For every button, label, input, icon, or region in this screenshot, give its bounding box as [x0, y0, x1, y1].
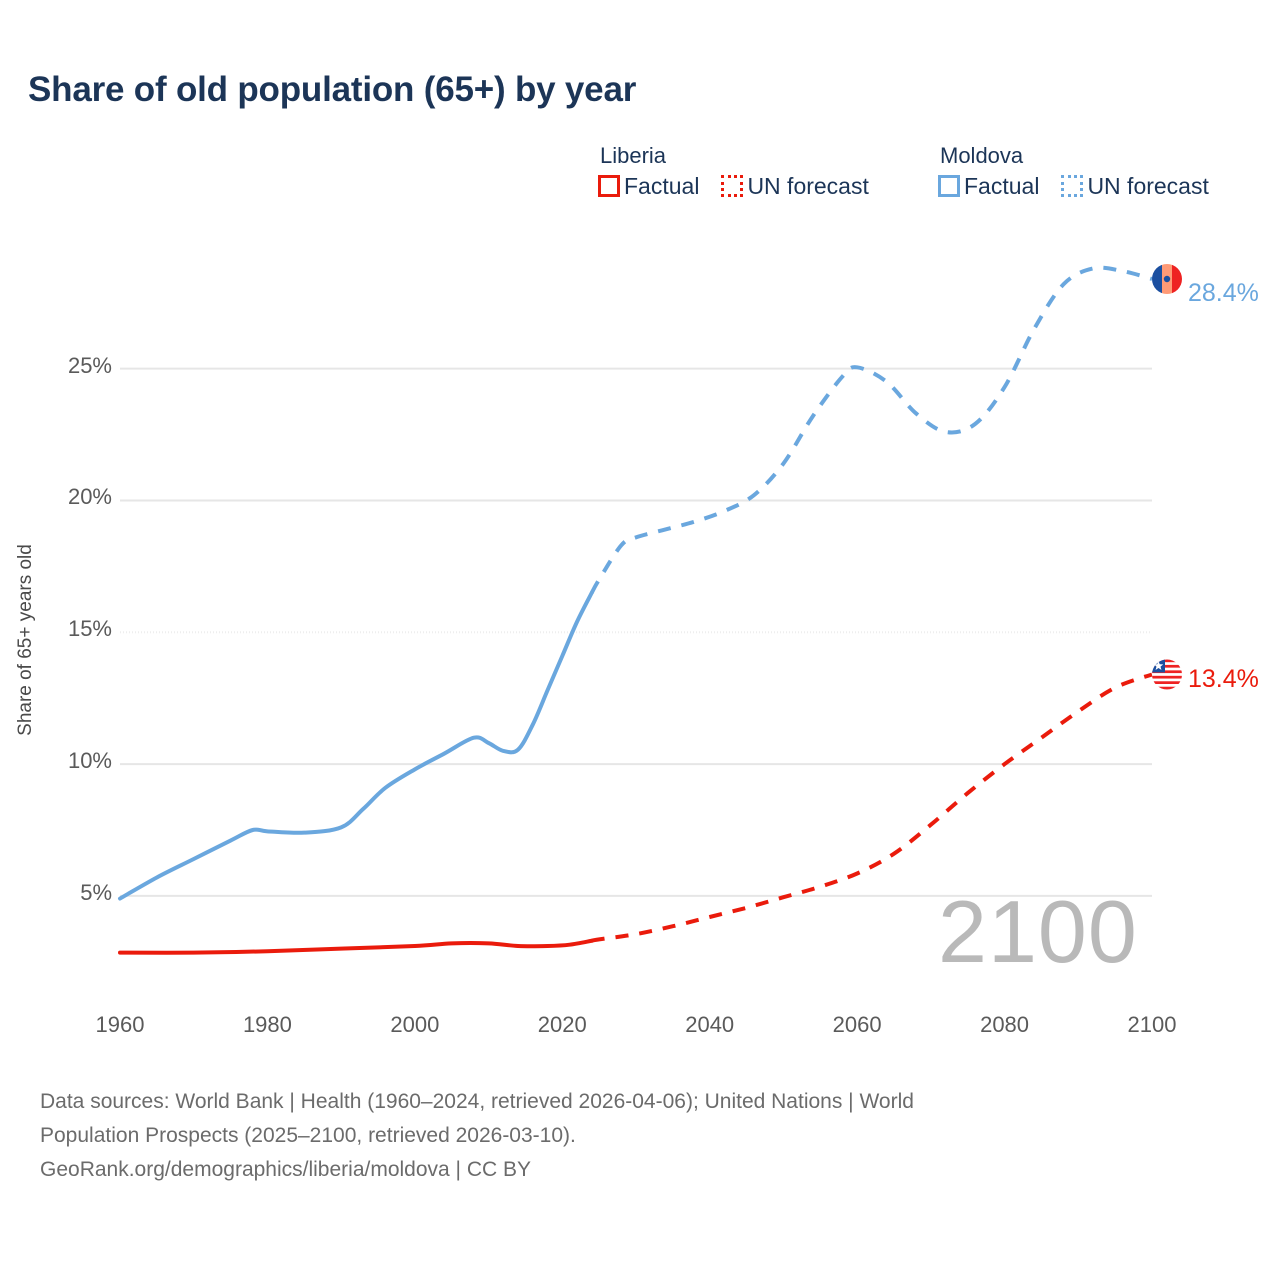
chart-legend: Liberia Factual UN forecast Moldova Fact…: [598, 143, 1268, 199]
chart-plot-area: [118, 264, 1182, 955]
footer-line-1: Data sources: World Bank | Health (1960–…: [40, 1090, 914, 1113]
legend-swatch-dotted-icon: [1061, 175, 1084, 197]
x-tick-label: 2040: [685, 1012, 735, 1037]
x-tick-label: 1960: [95, 1012, 145, 1037]
chart-series-layer: [118, 265, 1153, 955]
legend-label-liberia-forecast: UN forecast: [747, 173, 869, 199]
x-tick-label: 2000: [390, 1012, 440, 1037]
y-tick-label: 10%: [67, 748, 112, 774]
chart-footer: Data sources: World Bank | Health (1960–…: [40, 1085, 1190, 1187]
legend-item-moldova-factual[interactable]: Factual: [938, 173, 1039, 199]
flag-marker-moldova: [1152, 264, 1182, 294]
legend-label-liberia-factual: Factual: [624, 173, 700, 199]
endpoint-label-liberia: 13.4%: [1188, 665, 1259, 693]
series-line-factual-liberia: [118, 938, 594, 955]
legend-item-liberia-factual[interactable]: Factual: [598, 173, 699, 199]
legend-label-moldova-forecast: UN forecast: [1087, 173, 1209, 199]
chart-gridlines: [120, 367, 1152, 897]
chart-endpoint-markers: [1152, 264, 1182, 690]
page-title: Share of old population (65+) by year: [28, 70, 637, 109]
legend-country-liberia: Liberia: [600, 143, 667, 168]
footer-line-3[interactable]: GeoRank.org/demographics/liberia/moldova…: [40, 1158, 532, 1181]
year-watermark: 2100: [938, 882, 1138, 981]
y-tick-label: 20%: [67, 484, 112, 510]
legend-swatch-solid-icon: [598, 175, 620, 197]
y-tick-label: 25%: [67, 352, 112, 378]
legend-item-moldova-forecast[interactable]: UN forecast: [1061, 173, 1209, 199]
legend-swatch-dotted-icon: [721, 175, 744, 197]
x-tick-label: 2100: [1127, 1012, 1177, 1037]
legend-label-moldova-factual: Factual: [964, 173, 1040, 199]
x-tick-label: 1980: [242, 1012, 292, 1037]
y-tick-label: 5%: [80, 879, 112, 905]
x-tick-label: 2080: [980, 1012, 1030, 1037]
x-tick-label: 2060: [832, 1012, 882, 1037]
y-tick-label: 15%: [67, 616, 112, 642]
footer-line-2: Population Prospects (2025–2100, retriev…: [40, 1124, 576, 1147]
series-line-forecast-moldova: [590, 265, 1153, 594]
legend-group-moldova: Moldova Factual UN forecast: [938, 143, 1268, 199]
legend-country-moldova: Moldova: [940, 143, 1024, 168]
flag-marker-liberia: [1152, 659, 1182, 690]
x-tick-label: 2020: [537, 1012, 587, 1037]
legend-item-liberia-forecast[interactable]: UN forecast: [721, 173, 869, 199]
legend-group-liberia: Liberia Factual UN forecast: [598, 143, 938, 199]
endpoint-label-moldova: 28.4%: [1188, 279, 1259, 307]
series-line-forecast-liberia: [591, 672, 1153, 943]
legend-swatch-solid-icon: [938, 175, 960, 197]
series-line-factual-moldova: [118, 590, 594, 901]
